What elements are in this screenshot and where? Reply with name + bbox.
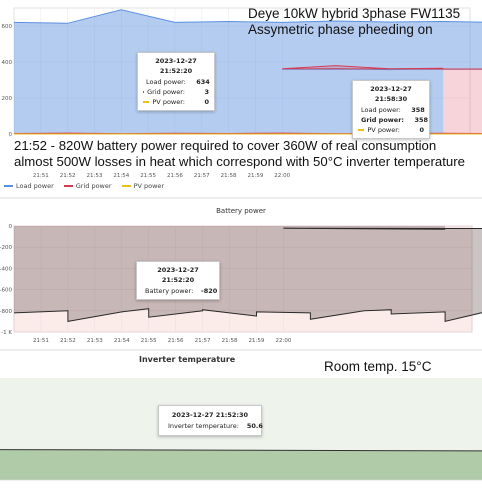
battery-x-tick-label: 21:51 [33,338,49,344]
load-x-tick-label: 21:51 [33,173,49,179]
tooltip-row-name: Grid power: [147,88,185,96]
tooltip-row-name: Load power: [361,106,401,114]
tooltip-row-value: 0 [419,126,424,134]
battery-y-tick-label: -1 K [1,330,12,336]
load-chart-legend: Load power Grid power PV power [4,182,164,190]
tooltip-row-name: Inverter temperature: [168,422,239,430]
battery-x-tick-label: 21:59 [249,338,265,344]
series-area-battery [14,226,482,322]
tooltip-row-name: Grid power: [361,116,405,124]
load-x-tick-label: 21:55 [140,173,156,179]
load-x-tick-label: 22:00 [274,173,290,179]
battery-x-tick-label: 21:54 [114,338,130,344]
load-x-tick-label: 21:56 [167,173,183,179]
load-x-tick-label: 21:54 [113,173,129,179]
tooltip-row: Grid power: 3 [143,87,209,97]
tooltip-row-value: 358 [411,106,425,114]
battery-x-tick-label: 21:58 [222,338,238,344]
tooltip-row-name: PV power: [152,98,185,106]
tooltip-swatch [143,91,145,93]
series-line-grid [13,65,482,135]
tooltip-row: PV power: 0 [143,97,209,107]
tooltip-time: 2023-12-27 21:52:30 [171,411,249,419]
tooltip-time: 2023-12-27 21:52:20 [155,57,197,75]
load-x-tick-label: 21:52 [60,173,76,179]
legend-item-grid[interactable]: Grid power [63,182,112,190]
legend-item-pv[interactable]: PV power [121,182,165,190]
load-x-tick-label: 21:57 [194,173,210,179]
load-x-tick-label: 21:59 [247,173,263,179]
tooltip-row-name: Battery power: [145,287,194,295]
tooltip-row-value: 358 [414,116,429,124]
battery-x-tick-label: 21:52 [60,338,76,344]
tooltip-load-2152: 2023-12-27 21:52:20 Load power: 634 Grid … [137,52,215,111]
tooltip-row-name: PV power: [367,126,400,134]
legend-swatch-grid [63,185,73,187]
battery-y-tick-label: 0 [9,224,13,230]
load-x-tick-label: 21:53 [87,173,103,179]
tooltip-swatch [143,101,150,103]
legend-swatch-load [4,185,13,187]
title-annotation: Deye 10kW hybrid 3phase FW1135 Assymetri… [248,6,460,38]
tooltip-row-value: -820 [201,287,218,295]
load-y-tick-label: 600 [2,24,13,30]
battery-y-tick-label: -200 [0,245,12,251]
tooltip-battery: 2023-12-27 21:52:20 Battery power: -820 [136,261,220,300]
tooltip-row-value: 3 [204,88,209,96]
series-line-battery [13,227,482,323]
legend-label-pv: PV power [133,182,165,190]
tooltip-row: PV power: 0 [358,125,424,135]
temperature-chart-title: Inverter temperature [139,355,236,364]
note-line-2: almost 500W losses in heat which corresp… [14,154,465,169]
tooltip-row: Load power: 358 [358,105,425,115]
tooltip-row-value: 50.6 [246,422,263,430]
load-y-tick-label: 0 [9,132,13,138]
legend-label-grid: Grid power [75,182,112,190]
load-y-tick-label: 400 [2,60,13,66]
tooltip-row: Load power: 634 [143,77,210,87]
battery-x-tick-label: 21:56 [168,338,184,344]
tooltip-row: Grid power: 358 [358,115,428,125]
tooltip-row-value: 0 [204,98,209,106]
title-line-2: Assymetric phase pheeding on [248,22,433,37]
battery-chart-title: Battery power [216,207,266,215]
tooltip-load-2158: 2023-12-27 21:58:30 Load power: 358 Grid … [352,80,430,139]
tooltip-row-value: 634 [196,78,210,86]
battery-y-tick-label: -600 [0,288,12,294]
load-x-tick-label: 21:58 [221,173,237,179]
series-area-temperature [0,397,482,480]
tooltip-time: 2023-12-27 21:52:20 [157,266,199,284]
battery-y-tick-label: -400 [0,266,12,272]
battery-x-tick-label: 21:57 [195,338,211,344]
tooltip-swatch [358,129,365,131]
load-y-tick-label: 200 [2,96,13,102]
legend-label-load: Load power [16,182,54,190]
note-line-1: 21:52 - 820W battery power required to c… [14,138,437,153]
battery-x-tick-label: 21:53 [87,338,103,344]
note-annotation: 21:52 - 820W battery power required to c… [14,138,465,170]
tooltip-time: 2023-12-27 21:58:30 [370,85,412,103]
legend-swatch-pv [121,185,131,187]
room-temp-annotation: Room temp. 15°C [324,359,432,374]
tooltip-temperature: 2023-12-27 21:52:30 Inverter temperature… [158,405,263,436]
battery-y-tick-label: -800 [0,309,12,315]
series-line-load [13,9,482,71]
tooltip-row: Inverter temperature: 50.6 [165,421,263,431]
battery-x-tick-label: 21:55 [141,338,157,344]
battery-x-tick-label: 22:00 [275,338,291,344]
title-line-1: Deye 10kW hybrid 3phase FW1135 [248,6,461,21]
tooltip-row: Battery power: -820 [142,286,218,296]
tooltip-row-name: Load power: [146,78,186,86]
legend-item-load[interactable]: Load power [4,182,54,190]
